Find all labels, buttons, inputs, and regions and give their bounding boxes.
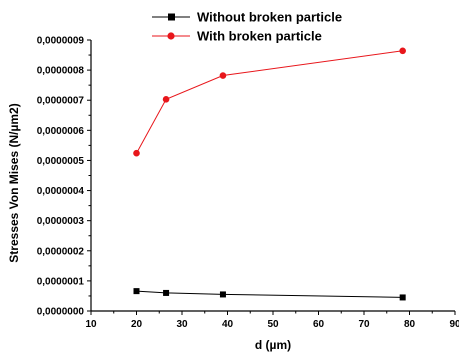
- data-point-circle: [219, 72, 227, 79]
- data-point-square: [163, 289, 170, 296]
- y-tick-label: 0,0000004: [37, 186, 85, 197]
- legend: Without broken particle With broken parti…: [152, 10, 342, 44]
- x-tick-label: 30: [176, 319, 188, 330]
- data-point-circle: [133, 149, 140, 157]
- series-line: [136, 50, 403, 154]
- y-tick-label: 0,0000001: [37, 276, 85, 287]
- legend-label: With broken particle: [197, 29, 322, 44]
- x-tick-label: 60: [313, 319, 325, 330]
- x-tick-label: 40: [222, 319, 234, 330]
- data-point-circle: [162, 96, 170, 103]
- x-axis-title: d (µm): [255, 338, 291, 352]
- y-tick-label: 0,0000000: [37, 307, 85, 318]
- y-tick-label: 0,0000003: [37, 216, 85, 227]
- x-tick-label: 90: [449, 319, 459, 330]
- plot-area: [133, 47, 406, 301]
- x-tick-label: 50: [267, 319, 279, 330]
- y-tick-label: 0,0000007: [37, 96, 85, 107]
- data-point-square: [133, 288, 140, 295]
- x-tick-label: 80: [404, 319, 416, 330]
- data-point-square: [399, 294, 406, 301]
- y-tick-label: 0,0000009: [37, 36, 85, 47]
- x-tick-label: 70: [358, 319, 370, 330]
- legend-marker-square: [168, 13, 175, 21]
- axes: 10 20 30 40 50 60 70 80 90 0,0000000 0,0000001 0,00…: [37, 36, 459, 331]
- y-axis-title: Stresses Von Mises (N/µm2): [7, 103, 21, 262]
- y-tick-label: 0,0000002: [37, 246, 85, 257]
- legend-marker-circle: [167, 32, 175, 40]
- legend-label: Without broken particle: [197, 10, 342, 25]
- y-tick-label: 0,0000006: [37, 126, 85, 137]
- data-point-square: [219, 291, 226, 298]
- series-line: [136, 290, 403, 298]
- y-tick-label: 0,0000005: [37, 156, 85, 167]
- x-tick-label: 20: [131, 319, 143, 330]
- y-tick-label: 0,0000008: [37, 66, 85, 77]
- x-tick-label: 10: [85, 319, 97, 330]
- data-point-circle: [399, 47, 406, 55]
